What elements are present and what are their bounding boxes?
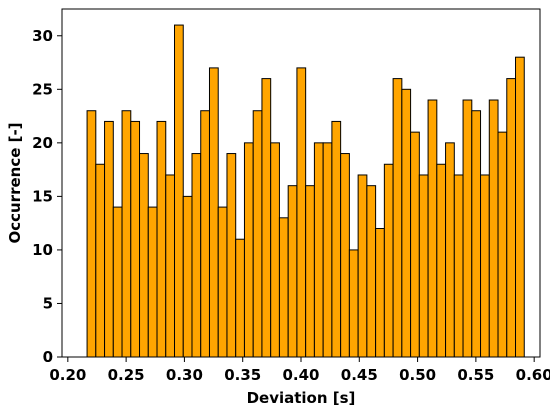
- x-axis-label: Deviation [s]: [247, 389, 356, 407]
- histogram-bar: [471, 110, 482, 358]
- histogram-bar: [445, 142, 455, 358]
- histogram-bar: [497, 131, 508, 358]
- histogram-bar: [139, 153, 149, 358]
- histogram-bar: [86, 110, 97, 358]
- histogram-bar: [278, 217, 289, 358]
- histogram-bar: [217, 206, 228, 358]
- histogram-bar: [305, 185, 315, 358]
- histogram-bar: [191, 153, 202, 358]
- histogram-bar: [462, 99, 473, 358]
- x-tick-label: 0.30: [166, 366, 203, 384]
- histogram-bar: [261, 78, 272, 358]
- y-axis-label: Occurrence [-]: [6, 122, 24, 243]
- histogram-bar: [515, 56, 525, 358]
- histogram-bar: [506, 78, 517, 358]
- y-tick-label: 20: [32, 134, 53, 152]
- histogram-bar: [401, 88, 412, 358]
- histogram-bar: [182, 195, 193, 358]
- histogram-bar: [270, 142, 280, 358]
- histogram-bar: [322, 142, 333, 358]
- histogram-bar: [235, 238, 245, 358]
- x-axis-ticks: 0.20 0.25 0.30 0.35 0.40 0.45 0.50 0.55 0.60: [49, 357, 550, 384]
- x-tick-label: 0.55: [457, 366, 494, 384]
- y-tick-label: 15: [32, 187, 53, 205]
- x-tick-label: 0.40: [282, 366, 319, 384]
- histogram-bar: [480, 174, 490, 358]
- histogram-bar: [392, 78, 403, 358]
- x-tick-label: 0.50: [399, 366, 436, 384]
- x-tick-label: 0.60: [516, 366, 550, 384]
- histogram-bar: [410, 131, 420, 358]
- histogram-bar: [383, 163, 394, 358]
- histogram-bar: [112, 206, 123, 358]
- histogram-bar: [165, 174, 176, 358]
- histogram-bar: [331, 120, 342, 358]
- histogram-bar: [104, 120, 114, 358]
- histogram-bar: [156, 120, 167, 358]
- histogram-bar: [418, 174, 429, 358]
- histogram-bar: [348, 249, 359, 358]
- histogram-bar: [243, 142, 254, 358]
- histogram-bar: [200, 110, 210, 358]
- histogram-bar: [366, 185, 377, 358]
- histogram-bar: [296, 67, 307, 358]
- histogram-bar: [147, 206, 158, 358]
- y-tick-label: 10: [32, 241, 53, 259]
- x-tick-label: 0.45: [341, 366, 378, 384]
- histogram-bar: [436, 163, 447, 358]
- y-axis-ticks: 0 5 10 15 20 25 30: [32, 27, 62, 366]
- histogram-bar: [174, 24, 184, 358]
- histogram-bar: [488, 99, 499, 358]
- histogram-bar: [357, 174, 368, 358]
- bars-group: [86, 24, 525, 358]
- y-tick-label: 25: [32, 80, 53, 98]
- histogram-bar: [121, 110, 132, 358]
- y-tick-label: 30: [32, 27, 53, 45]
- x-tick-label: 0.35: [224, 366, 261, 384]
- histogram-bar: [427, 99, 438, 358]
- histogram-bar: [226, 153, 237, 358]
- y-tick-label: 0: [43, 348, 53, 366]
- histogram-bar: [95, 163, 106, 358]
- histogram-bar: [375, 228, 385, 358]
- histogram-bar: [208, 67, 219, 358]
- histogram-bar: [340, 153, 350, 358]
- histogram-bar: [252, 110, 263, 358]
- histogram-bar: [287, 185, 298, 358]
- x-tick-label: 0.20: [49, 366, 86, 384]
- histogram-bar: [453, 174, 464, 358]
- x-tick-label: 0.25: [108, 366, 145, 384]
- histogram-bar: [130, 120, 141, 358]
- histogram-bar: [313, 142, 324, 358]
- y-tick-label: 5: [43, 294, 53, 312]
